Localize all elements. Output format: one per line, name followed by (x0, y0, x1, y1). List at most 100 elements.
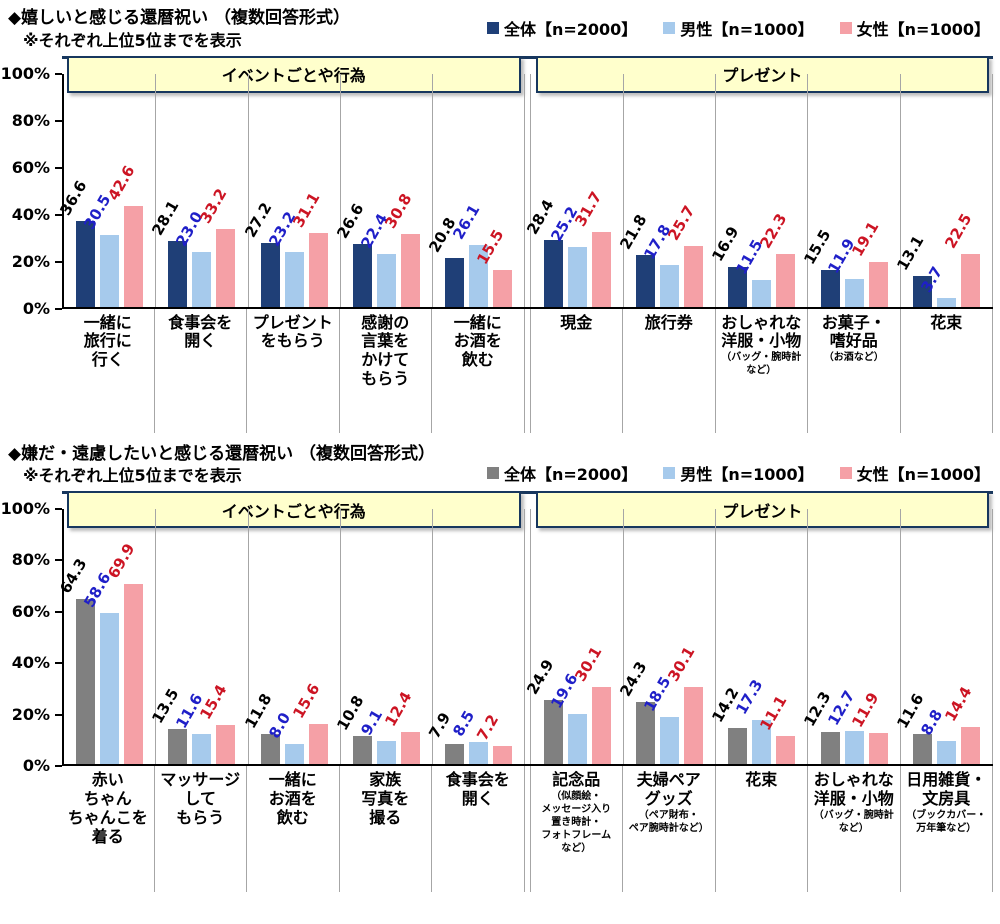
bar-josei (591, 686, 611, 765)
category-label-note: （ペア財布・ (638, 809, 699, 821)
bar-zentai (820, 732, 840, 765)
bar-josei (591, 232, 611, 307)
title-wrap: ◆嬉しいと感じる還暦祝い （複数回答形式） ※それぞれ上位5位までを表示 (8, 7, 350, 52)
category-label-line: グッズ (644, 788, 693, 808)
y-axis: 0% 20% 40% 60% 80% 100% (0, 64, 62, 318)
bar-cluster (433, 742, 524, 765)
bar-cluster (249, 233, 340, 307)
category-cell (716, 73, 809, 307)
category-label-line: 行く (91, 350, 124, 370)
bar-cluster (901, 253, 992, 307)
category-label-line: 飲む (461, 350, 494, 370)
category-cell (249, 509, 341, 765)
bar-cluster (624, 246, 715, 307)
bar-josei (493, 745, 513, 765)
bar-dansei (936, 297, 956, 307)
category-label-note: メッセージ入り (541, 803, 612, 815)
category-cell (716, 509, 809, 765)
category-label: 現金 (531, 308, 623, 433)
bar-zentai (76, 598, 96, 765)
category-label-line: 言葉を (361, 331, 410, 351)
y-tick-label: 40% (11, 653, 50, 673)
category-label-line: をもらう (260, 331, 325, 351)
legend-label: 全体【n=2000】 (503, 465, 638, 485)
plot-wrap: イベントごとや行為 プレゼント 36.6 30.5 42.6 28.1 23.0 33.2 27… (56, 55, 993, 433)
bar-cluster (808, 261, 899, 307)
bar-josei (683, 686, 703, 765)
legend-swatch-icon (839, 467, 852, 480)
category-label-line: 旅行に (83, 331, 132, 351)
bar-josei (216, 228, 236, 307)
group-divider (525, 308, 531, 433)
bar-josei (124, 584, 144, 765)
bar-cluster (808, 731, 899, 765)
plot-area: イベントごとや行為 プレゼント 64.3 58.6 69.9 13.5 11.6 15.4 11… (56, 491, 993, 767)
category-label-line: 日用雑貨・ (906, 770, 987, 790)
category-label: お菓子・ 嗜好品 （お酒など） (808, 308, 901, 433)
y-tick-mark (55, 72, 62, 75)
category-label: 日用雑貨・ 文房具 （ブックカバー・ 万年筆など） (901, 766, 993, 893)
y-tick-label: 60% (11, 601, 50, 621)
category-label-line: おしゃれな (721, 312, 802, 332)
y-tick-label: 20% (11, 251, 50, 271)
category-label: マッサージ して もらう (155, 766, 247, 893)
y-tick-label: 100% (0, 63, 50, 83)
bar-dansei (659, 264, 679, 307)
bar-dansei (100, 234, 120, 307)
category-cell (433, 509, 526, 765)
bar-dansei (659, 716, 679, 765)
y-tick-label: 0% (22, 298, 50, 318)
x-axis-labels: 赤い ちゃん ちゃんこを 着る マッサージ して もらう 一緒に お酒を 飲む 家族 写真を 撮る 食事会… (62, 766, 993, 893)
category-cell (341, 73, 434, 307)
chart-subtitle: ※それぞれ上位5位までを表示 (23, 30, 242, 50)
bar-zentai (353, 736, 373, 765)
category-label-note: （バッグ・腕時計 (813, 809, 894, 821)
category-label-note: フォトフレーム (541, 829, 612, 841)
legend-item: 全体【n=2000】 (486, 461, 638, 485)
category-cell (156, 73, 249, 307)
bar-cluster (156, 724, 247, 765)
bar-josei (960, 253, 980, 307)
bar-zentai (635, 255, 655, 307)
bar-dansei (469, 245, 489, 307)
category-label-line: ちゃんこを (67, 807, 148, 827)
category-label-line: お酒を (268, 788, 317, 808)
chart-header: ◆嫌だ・遠慮したいと感じる還暦祝い （複数回答形式） ※それぞれ上位5位までを表… (0, 441, 1000, 488)
category-label: 旅行券 (623, 308, 716, 433)
bar-zentai (168, 729, 188, 765)
bar-cluster (716, 254, 807, 307)
category-label-line: 写真を (361, 788, 410, 808)
category-label-line: もらう (361, 369, 410, 389)
category-cell (808, 73, 901, 307)
bar-zentai (912, 275, 932, 307)
category-label-line: ちゃん (83, 788, 132, 808)
category-label-line: 家族 (369, 770, 402, 790)
y-axis: 0% 20% 40% 60% 80% 100% (0, 499, 62, 775)
category-cell (531, 73, 624, 307)
bar-zentai (728, 266, 748, 307)
y-tick-mark (55, 307, 62, 310)
title-wrap: ◆嫌だ・遠慮したいと感じる還暦祝い （複数回答形式） ※それぞれ上位5位までを表… (8, 443, 435, 488)
legend-swatch-icon (486, 22, 499, 35)
legend-item: 女性【n=1000】 (839, 461, 990, 485)
category-label-note: ペア腕時計など） (628, 822, 709, 834)
category-label-note: （バッグ・腕時計 (721, 352, 802, 364)
category-label-line: 洋服・小物 (813, 788, 894, 808)
bar-josei (216, 724, 236, 765)
category-label-note: （ブックカバー・ (906, 809, 987, 821)
category-label-line: お菓子・ (821, 312, 886, 332)
category-label: 一緒に 旅行に 行く (62, 308, 155, 433)
legend: 全体【n=2000】 男性【n=1000】 女性【n=1000】 (486, 461, 990, 487)
category-label-line: 夫婦ペア (636, 770, 701, 790)
category-label: 花束 (901, 308, 993, 433)
category-label-line: かけて (361, 350, 410, 370)
group-divider (525, 766, 531, 893)
category-cell (808, 509, 901, 765)
bar-cluster (901, 727, 992, 765)
category-label-line: 食事会を (168, 312, 233, 332)
chart-title: ◆嫌だ・遠慮したいと感じる還暦祝い （複数回答形式） (8, 443, 435, 464)
y-tick-label: 80% (11, 110, 50, 130)
category-label: 食事会を 開く (432, 766, 525, 893)
y-tick-mark (55, 765, 62, 768)
